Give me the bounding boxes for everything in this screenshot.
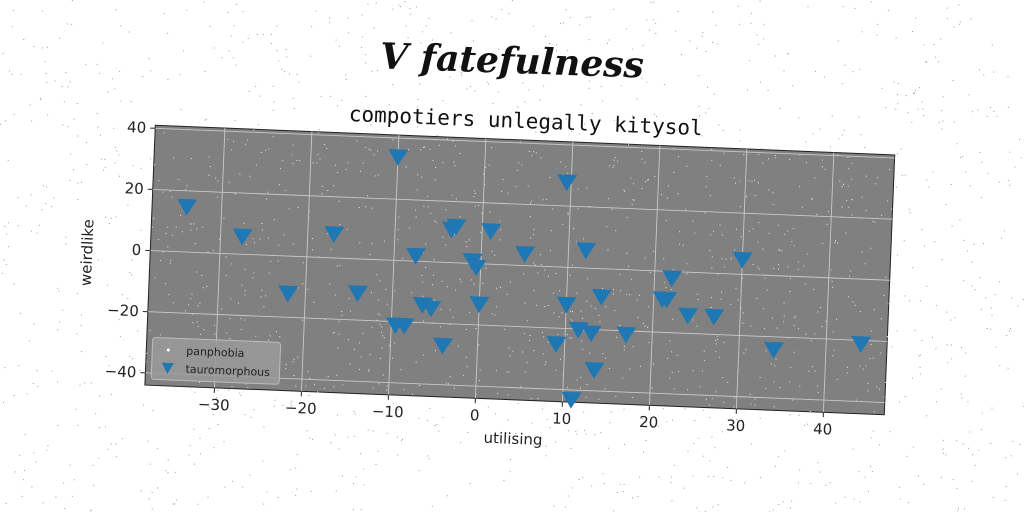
y-axis-label: weirdlike — [77, 219, 98, 286]
y-tick-label: 40 — [127, 118, 147, 137]
plot-area — [144, 124, 896, 416]
data-point — [732, 251, 753, 269]
data-point — [576, 242, 597, 260]
data-point — [704, 308, 725, 326]
x-gridline — [735, 148, 748, 409]
data-point — [557, 174, 578, 192]
data-point — [433, 337, 454, 355]
data-point — [347, 285, 368, 303]
plot-title: compotiers unlegally kitysol — [348, 102, 703, 140]
x-axis-label: utilising — [483, 429, 543, 449]
data-point — [591, 288, 612, 306]
data-point — [481, 223, 502, 241]
y-tick-label: −20 — [107, 301, 139, 320]
data-points — [177, 149, 872, 409]
axis-ticks: −30 −20 −10 0 10 20 30 40 −40 −20 0 20 40 — [104, 118, 833, 439]
data-point — [763, 341, 784, 359]
legend-label-panphobia: panphobia — [186, 345, 245, 360]
x-gridline — [822, 152, 835, 413]
legend-marker-tauromorphous — [161, 362, 174, 374]
data-point — [394, 317, 415, 335]
data-point — [561, 391, 582, 409]
legend-label-tauromorphous: tauromorphous — [185, 363, 270, 379]
data-point — [678, 307, 699, 325]
x-tick-label: −30 — [198, 395, 230, 414]
legend-box — [150, 336, 282, 385]
data-point — [556, 296, 577, 314]
data-point — [421, 300, 442, 318]
data-point — [546, 335, 567, 353]
legend: panphobia tauromorphous — [150, 336, 282, 385]
y-gridline — [150, 250, 890, 281]
y-gridline — [152, 188, 893, 220]
data-point — [388, 149, 409, 166]
data-point — [232, 228, 253, 246]
data-point — [177, 198, 198, 216]
data-point — [324, 226, 345, 243]
data-point — [657, 291, 678, 309]
x-tick-label: 20 — [639, 413, 659, 432]
x-tick-label: 30 — [726, 416, 746, 435]
data-point — [515, 245, 536, 263]
y-tick-label: 20 — [124, 179, 144, 198]
y-gridline — [147, 311, 888, 342]
x-gridline — [387, 135, 400, 395]
x-gridline — [561, 142, 574, 402]
data-point — [278, 285, 299, 303]
x-tick-label: 0 — [470, 406, 480, 424]
data-point — [584, 362, 605, 379]
x-tick-label: 40 — [813, 420, 833, 439]
data-point — [469, 296, 490, 314]
x-tick-label: −10 — [372, 402, 404, 421]
data-point — [616, 326, 637, 344]
y-tick-label: 0 — [131, 241, 141, 259]
data-point — [406, 247, 427, 265]
x-gridline — [301, 131, 313, 392]
data-point — [581, 325, 602, 343]
legend-marker-panphobia — [166, 348, 170, 352]
x-tick-label: −20 — [285, 399, 317, 418]
y-gridline — [155, 127, 895, 159]
x-tick-label: 10 — [552, 409, 572, 428]
data-point — [466, 259, 487, 277]
data-point — [851, 335, 872, 353]
data-point — [446, 218, 467, 236]
data-point — [662, 270, 683, 288]
y-tick-label: −40 — [104, 362, 136, 381]
x-gridline — [648, 145, 661, 406]
